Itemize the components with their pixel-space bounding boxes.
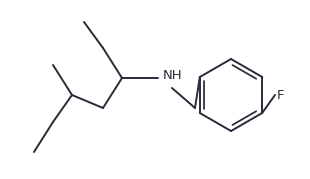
Text: F: F bbox=[277, 88, 285, 101]
Text: NH: NH bbox=[163, 69, 183, 81]
